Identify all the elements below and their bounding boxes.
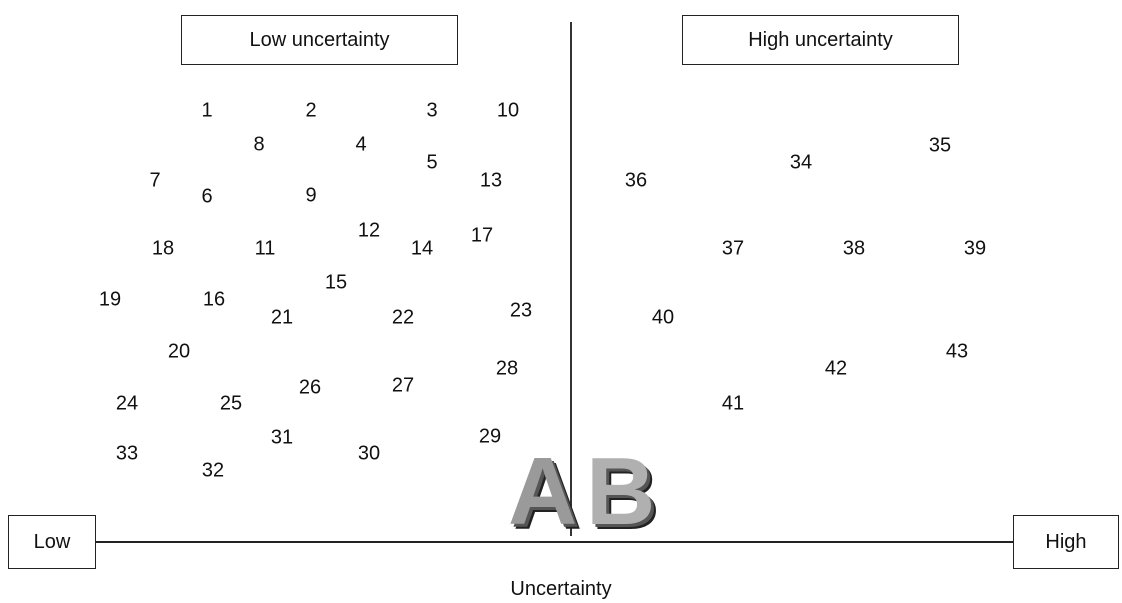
item-number-low: 18 [151,237,175,260]
item-number-low: 19 [98,288,122,311]
item-number-low: 3 [426,99,438,122]
item-number-high: 39 [963,237,987,260]
axis-high-box: High [1013,515,1119,569]
item-number-high: 36 [624,169,648,192]
item-number-high: 41 [721,392,745,415]
item-number-high: 35 [928,134,952,157]
panel-letter-a: A [508,438,578,545]
item-number-high: 40 [651,306,675,329]
item-number-low: 5 [426,151,438,174]
panel-letter-b: B [586,438,656,545]
item-number-low: 26 [298,376,322,399]
item-number-low: 28 [495,357,519,380]
item-number-low: 24 [115,392,139,415]
item-number-low: 10 [496,99,520,122]
item-number-low: 27 [391,374,415,397]
group-divider-line [570,22,572,536]
low-uncertainty-label: Low uncertainty [249,28,390,51]
item-number-low: 8 [253,133,265,156]
item-number-low: 2 [305,99,317,122]
item-number-low: 31 [270,426,294,449]
axis-low-box: Low [8,515,96,569]
high-uncertainty-label: High uncertainty [748,28,893,51]
item-number-low: 6 [201,185,213,208]
low-uncertainty-box: Low uncertainty [181,15,458,65]
item-number-low: 12 [357,219,381,242]
high-uncertainty-box: High uncertainty [682,15,959,65]
item-number-low: 20 [167,340,191,363]
item-number-low: 16 [202,288,226,311]
axis-high-label: High [1045,530,1087,553]
item-number-low: 21 [270,306,294,329]
item-number-low: 14 [410,237,434,260]
item-number-low: 25 [219,392,243,415]
item-number-low: 23 [509,299,533,322]
item-number-low: 9 [305,184,317,207]
item-number-high: 37 [721,237,745,260]
item-number-low: 11 [254,237,276,260]
item-number-low: 22 [391,306,415,329]
item-number-low: 4 [355,133,367,156]
item-number-low: 1 [201,99,213,122]
item-number-low: 15 [324,271,348,294]
uncertainty-axis-line [96,541,1013,543]
item-number-high: 34 [789,151,813,174]
item-number-low: 7 [149,169,161,192]
item-number-low: 17 [470,224,494,247]
axis-low-label: Low [33,530,71,553]
item-number-low: 30 [357,442,381,465]
item-number-low: 32 [201,459,225,482]
item-number-high: 38 [842,237,866,260]
item-number-low: 13 [479,169,503,192]
item-number-high: 43 [945,340,969,363]
item-number-low: 33 [115,442,139,465]
item-number-low: 29 [478,425,502,448]
item-number-high: 42 [824,357,848,380]
axis-title: Uncertainty [510,578,612,600]
